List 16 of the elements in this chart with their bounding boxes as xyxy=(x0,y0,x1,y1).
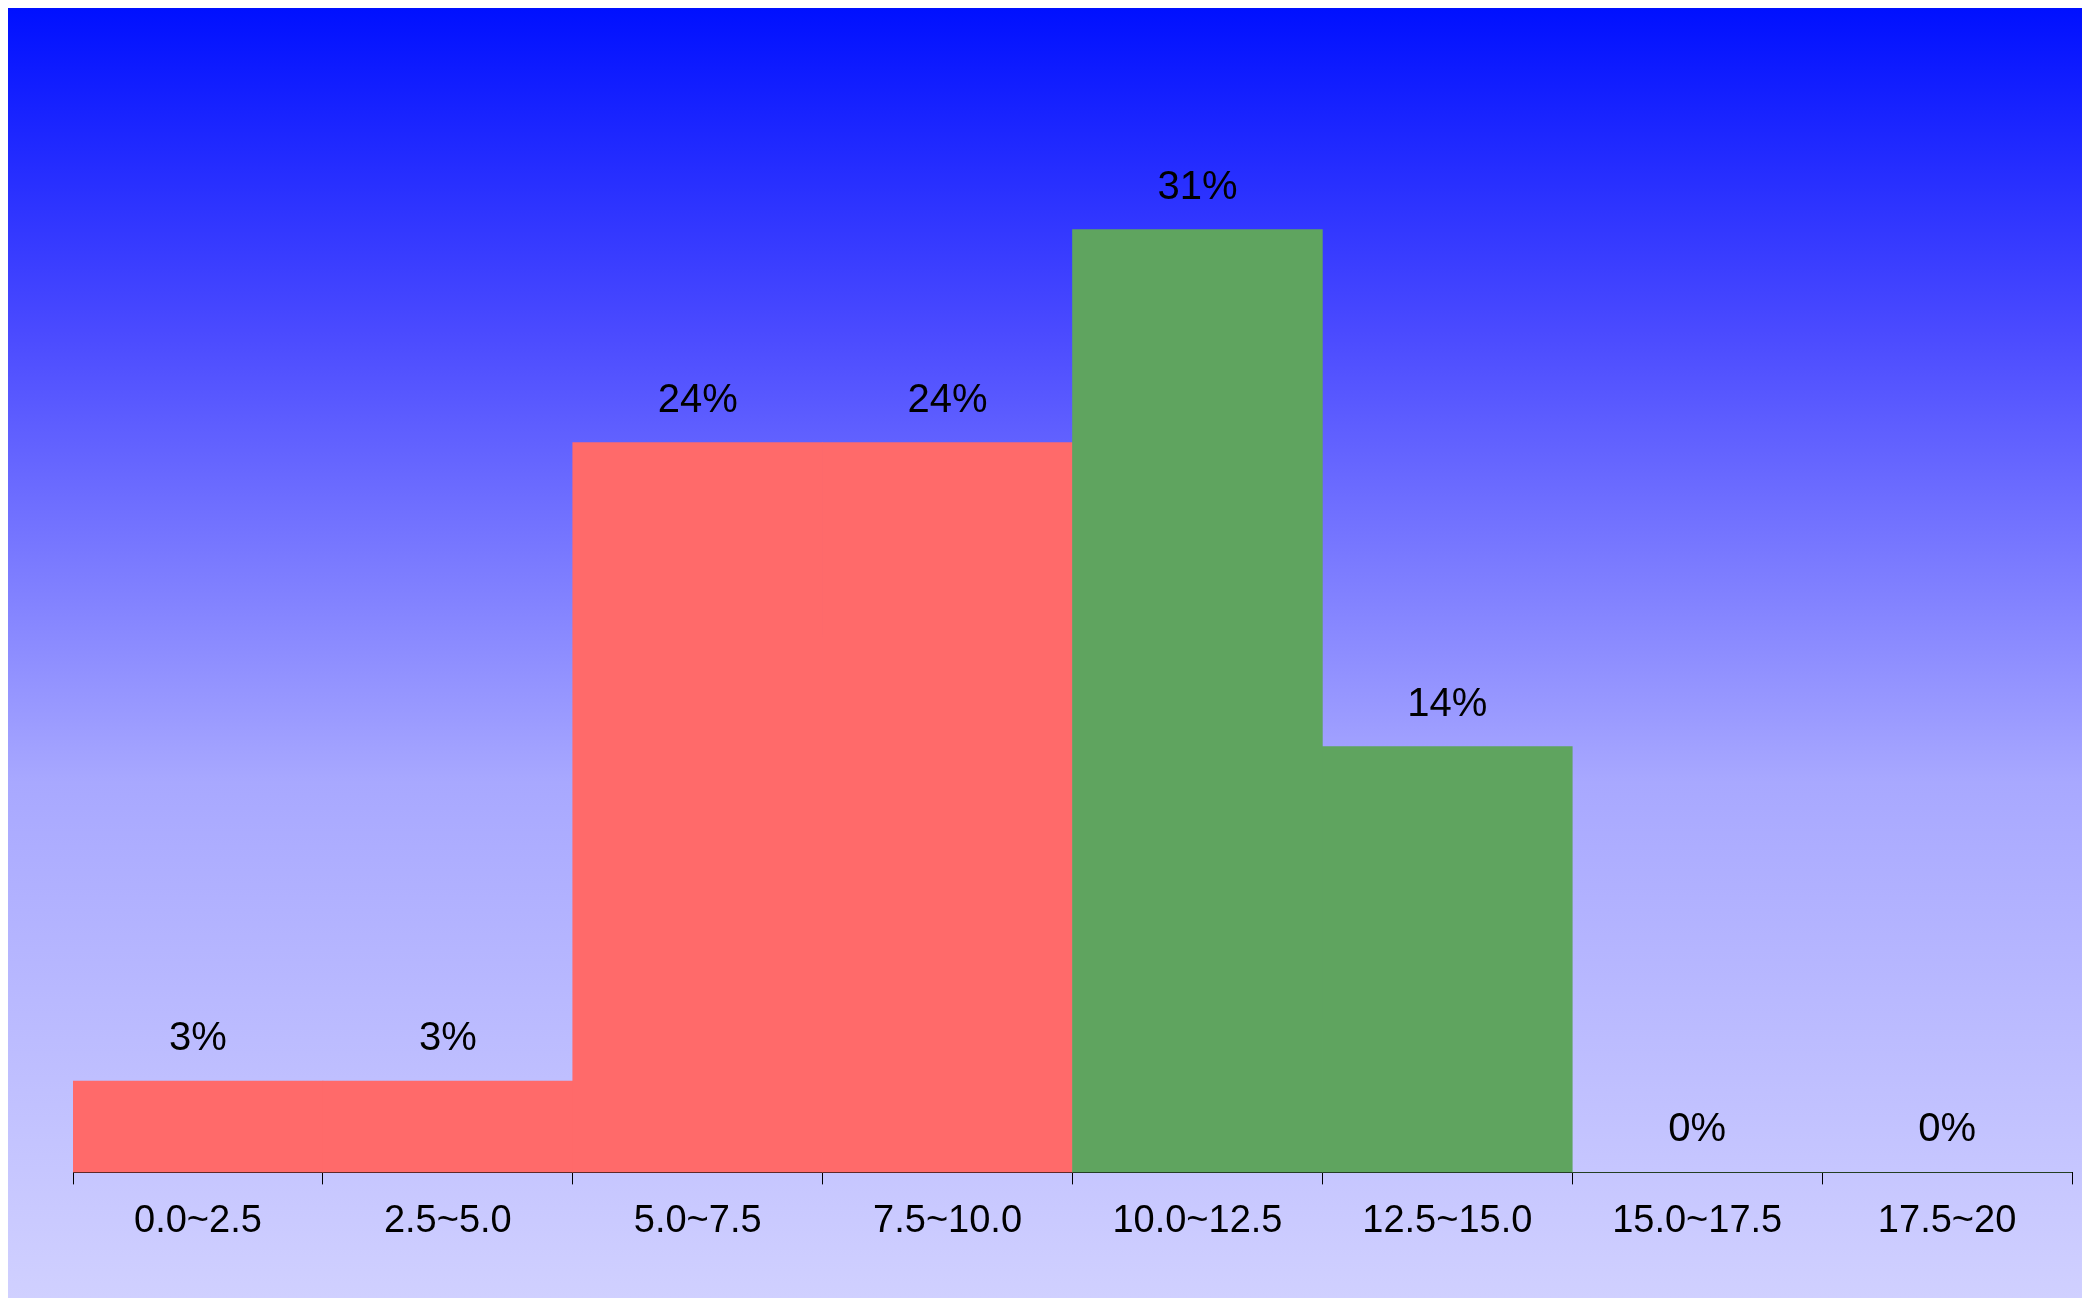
x-tick-label: 5.0~7.5 xyxy=(633,1197,762,1240)
x-tick-label: 15.0~17.5 xyxy=(1612,1197,1783,1240)
x-tick-label: 7.5~10.0 xyxy=(873,1197,1023,1240)
x-tick-label: 12.5~15.0 xyxy=(1362,1197,1533,1240)
x-tick-label: 10.0~12.5 xyxy=(1112,1197,1283,1240)
data-label: 3% xyxy=(418,1014,477,1059)
data-label: 14% xyxy=(1407,679,1488,724)
x-tick-label: 17.5~20 xyxy=(1877,1197,2017,1240)
data-label: 0% xyxy=(1668,1105,1727,1150)
data-label: 31% xyxy=(1157,162,1238,207)
data-label: 24% xyxy=(907,375,988,420)
x-tick-label: 2.5~5.0 xyxy=(383,1197,512,1240)
data-label: 3% xyxy=(169,1014,227,1059)
x-tick-label: 0.0~2.5 xyxy=(134,1197,262,1240)
data-label: 0% xyxy=(1918,1105,1976,1150)
data-label: 24% xyxy=(657,375,738,420)
